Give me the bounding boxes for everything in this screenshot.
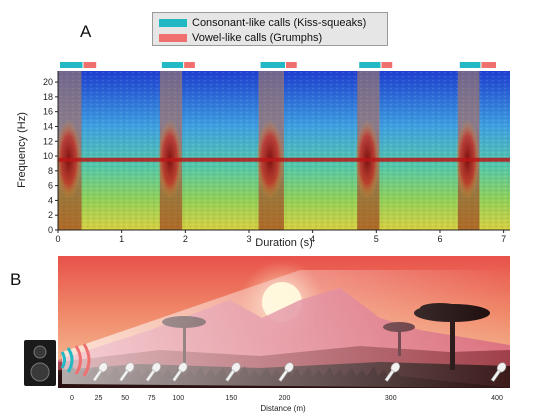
distance-tick-label-6: 200 (279, 395, 291, 402)
x-tick-label-3: 3 (246, 234, 251, 244)
kiss-squeak-bar-2 (161, 62, 184, 68)
call-energy-layer (55, 71, 480, 230)
panel-a-label: A (80, 22, 92, 41)
y-tick-label-9: 18 (43, 92, 53, 102)
y-tick-label-8: 16 (43, 107, 53, 117)
x-tick-label-6: 6 (437, 234, 442, 244)
x-tick-label-7: 7 (501, 234, 506, 244)
y-ticks: 0 2 4 6 8 10 12 14 16 18 20 (43, 77, 58, 235)
microphone-icon (225, 362, 241, 382)
kiss-squeak-bar-5 (459, 62, 481, 68)
legend-label-kiss-squeaks: Consonant-like calls (Kiss-squeaks) (192, 17, 367, 29)
y-tick-label-2: 4 (48, 195, 53, 205)
x-tick-label-1: 1 (119, 234, 124, 244)
kiss-squeak-bar-1 (60, 62, 83, 68)
x-tick-label-5: 5 (374, 234, 379, 244)
x-axis-label: Duration (s) (255, 237, 312, 249)
distance-tick-label-4: 100 (172, 395, 184, 402)
x-tick-label-0: 0 (55, 234, 60, 244)
tonal-band (58, 157, 510, 162)
distance-tick-label-5: 150 (226, 395, 238, 402)
legend-swatch-kiss-squeaks (159, 19, 187, 27)
speaker-icon (24, 340, 56, 386)
distance-tick-label-3: 75 (148, 395, 156, 402)
distance-axis-label: Distance (m) (260, 404, 306, 413)
microphone-icon (172, 362, 188, 382)
y-tick-label-0: 0 (48, 225, 53, 235)
sound-cone (62, 270, 510, 388)
y-tick-label-1: 2 (48, 210, 53, 220)
grumph-bar-5 (481, 62, 496, 68)
y-tick-label-5: 10 (43, 151, 53, 161)
distance-tick-label-7: 300 (385, 395, 397, 402)
panel-b-label: B (10, 270, 22, 289)
legend: Consonant-like calls (Kiss-squeaks) Vowe… (152, 12, 388, 46)
grumph-bar-3 (286, 62, 297, 68)
grumph-bar-2 (184, 62, 195, 68)
microphone-icon (145, 362, 161, 382)
distance-ticks: 0 25 50 75 100 150 200 300 400 (70, 395, 503, 402)
microphone-icon (490, 362, 507, 382)
legend-item-grumphs: Vowel-like calls (Grumphs) (159, 31, 322, 45)
grumph-bar-4 (381, 62, 393, 68)
distance-tick-label-2: 50 (121, 395, 129, 402)
call-annotation-bars (60, 62, 496, 68)
y-tick-label-4: 8 (48, 166, 53, 176)
y-tick-label-10: 20 (43, 77, 53, 87)
legend-item-kiss-squeaks: Consonant-like calls (Kiss-squeaks) (159, 16, 366, 30)
y-tick-label-7: 14 (43, 121, 53, 131)
distance-tick-label-8: 400 (491, 395, 503, 402)
microphone-icon (384, 362, 400, 382)
microphone-icon (278, 362, 294, 382)
distance-tick-label-0: 0 (70, 395, 74, 402)
y-axis-label: Frequency (Hz) (16, 112, 28, 188)
x-tick-label-4: 4 (310, 234, 315, 244)
microphone-icon (92, 362, 108, 382)
kiss-squeak-bar-3 (260, 62, 285, 68)
y-tick-label-3: 6 (48, 181, 53, 191)
kiss-squeak-bar-4 (359, 62, 381, 68)
x-tick-label-2: 2 (183, 234, 188, 244)
y-tick-label-6: 12 (43, 136, 53, 146)
x-ticks: 0 1 2 3 4 5 6 7 (55, 230, 506, 244)
distance-tick-label-1: 25 (95, 395, 103, 402)
grumph-bar-1 (83, 62, 97, 68)
sound-wave-icon (60, 343, 91, 377)
savanna-scene: 0 25 50 75 100 150 200 300 400 Distance (m) (24, 256, 510, 413)
legend-swatch-grumphs (159, 34, 187, 42)
legend-label-grumphs: Vowel-like calls (Grumphs) (192, 32, 323, 44)
microphone-icon (118, 362, 135, 382)
microphones (92, 362, 507, 382)
